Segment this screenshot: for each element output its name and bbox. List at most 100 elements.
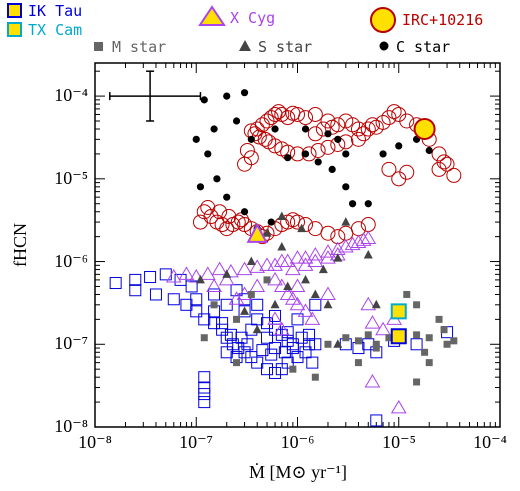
- ik-tau-point: [261, 331, 274, 344]
- x-cyg-point: [267, 271, 283, 286]
- ik-tau-point: [185, 280, 198, 293]
- axis-ticks: [94, 63, 500, 428]
- x-tick-label: 10⁻⁴: [473, 432, 507, 452]
- irc-point: [200, 200, 216, 216]
- irc-point: [267, 106, 283, 122]
- m-star-point: [372, 340, 380, 348]
- m-star-point: [311, 373, 319, 381]
- c-star-point: [284, 154, 292, 162]
- legend-tx-cam-label: TX Cam: [28, 21, 82, 39]
- m-star-point: [200, 334, 208, 342]
- irc-point: [381, 161, 397, 177]
- x-tick-labels: 10⁻⁸ 10⁻⁷ 10⁻⁶ 10⁻⁵ 10⁻⁴: [78, 432, 507, 452]
- x-cyg-point: [249, 278, 266, 292]
- x-cyg-point: [297, 250, 314, 264]
- x-cyg-point: [297, 257, 314, 271]
- x-cyg-point: [289, 278, 306, 292]
- ik-tau-point: [220, 298, 233, 311]
- irc-point: [307, 126, 323, 142]
- y-tick-label: 10⁻⁶: [54, 251, 88, 271]
- legend-s-star-marker: [239, 40, 251, 51]
- irc-point: [320, 225, 336, 241]
- m-star-point: [425, 359, 433, 367]
- irc-point: [446, 167, 462, 183]
- m-star-point: [233, 359, 241, 367]
- s-star-point: [310, 289, 320, 298]
- irc-point: [271, 104, 287, 120]
- s-star-point: [283, 281, 293, 290]
- x-cyg-point: [297, 303, 314, 317]
- c-star-point: [314, 158, 322, 166]
- ik-tau-point: [190, 305, 203, 318]
- x-cyg-point: [206, 278, 222, 292]
- x-cyg-point: [337, 238, 354, 253]
- irc-point: [399, 164, 415, 180]
- irc-point: [320, 139, 336, 155]
- ik-tau-point: [198, 388, 211, 401]
- legend-irc-label: IRC+10216: [402, 11, 483, 29]
- s-star-point: [246, 256, 256, 266]
- ik-tau-point: [208, 288, 221, 301]
- irc-point: [338, 113, 354, 129]
- m-star-point: [263, 276, 271, 284]
- legend: IK Tau TX Cam X Cyg IRC+10216 M star S s…: [7, 2, 483, 56]
- s-star-point: [301, 274, 311, 284]
- c-star-point: [342, 183, 350, 191]
- y-tick-label: 10⁻⁵: [54, 168, 88, 188]
- irc-point: [431, 146, 447, 162]
- m-star-point: [425, 334, 433, 342]
- m-star-point: [233, 315, 241, 323]
- irc-point: [212, 204, 228, 220]
- c-star-point: [192, 135, 200, 143]
- x-cyg-point: [188, 269, 205, 283]
- x-cyg-point: [364, 315, 381, 329]
- s-star-point: [195, 274, 205, 284]
- legend-ik-tau-label: IK Tau: [28, 2, 82, 20]
- irc-point: [356, 126, 372, 142]
- s-star-point: [252, 324, 262, 334]
- s-star-point: [297, 223, 307, 233]
- irc-point: [320, 113, 336, 129]
- irc-point: [364, 117, 380, 133]
- c-star-point: [425, 146, 433, 155]
- ik-tau-point: [109, 277, 122, 290]
- s-star-point: [270, 299, 280, 309]
- irc-point: [324, 119, 340, 135]
- c-star-point: [328, 165, 336, 173]
- irc-point: [247, 126, 263, 142]
- ik-tau-point: [232, 342, 245, 355]
- s-star-point: [222, 269, 232, 278]
- ik-tau-point: [198, 381, 211, 394]
- irc-point: [237, 156, 253, 172]
- ik-tau-point: [261, 363, 274, 376]
- ik-tau-point: [149, 288, 162, 301]
- m-star-point: [364, 331, 372, 339]
- x-cyg-point: [273, 278, 290, 292]
- x-cyg-point: [211, 261, 228, 276]
- legend-tx-cam-marker: [7, 22, 22, 37]
- ik-tau-point: [261, 317, 274, 330]
- x-cyg-point: [344, 236, 361, 251]
- x-cyg-point: [304, 311, 321, 325]
- x-axis-label: Ṁ [M⊙ yr⁻¹]: [249, 462, 347, 482]
- x-cyg-point: [249, 259, 266, 273]
- x-cyg-point: [259, 257, 275, 271]
- x-cyg-point: [307, 247, 324, 261]
- c-star-point: [324, 130, 332, 138]
- x-tick-label: 10⁻⁵: [382, 432, 416, 452]
- irc-point: [439, 156, 455, 172]
- x-tick-label: 10⁻⁶: [281, 432, 315, 452]
- ik-tau-point: [269, 342, 282, 355]
- m-star-point: [440, 326, 448, 334]
- ik-tau-point: [208, 317, 221, 330]
- m-star-point: [403, 290, 411, 298]
- m-star-point: [342, 334, 350, 342]
- ik-tau-point: [309, 338, 322, 351]
- irc-point: [375, 114, 391, 130]
- y-tick-labels: 10⁻⁸ 10⁻⁷ 10⁻⁶ 10⁻⁵ 10⁻⁴: [54, 85, 88, 436]
- ik-tau-point: [370, 414, 383, 427]
- ik-tau-point: [198, 313, 211, 326]
- irc-point: [307, 221, 323, 237]
- m-star-point: [435, 315, 443, 323]
